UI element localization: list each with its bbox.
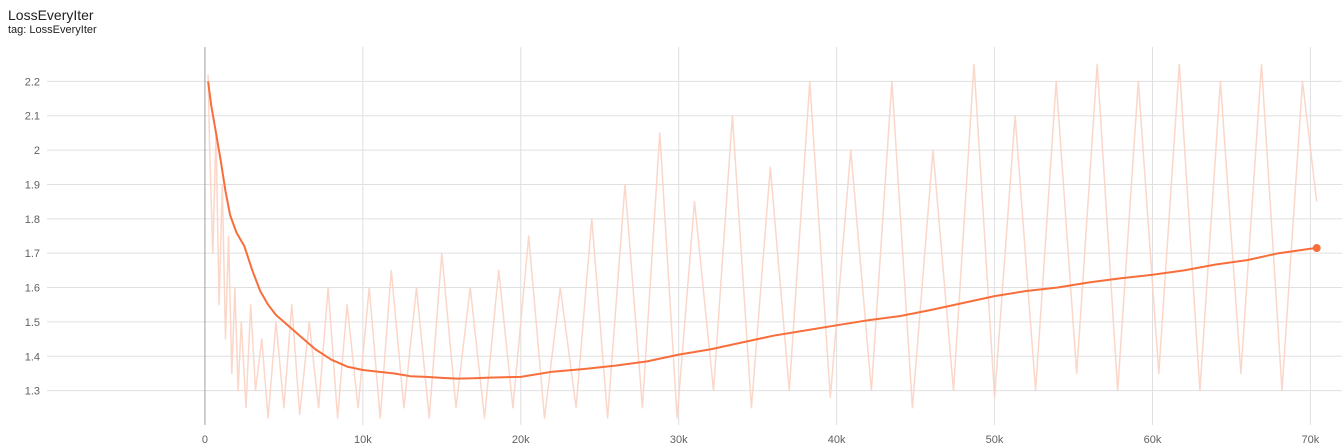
grid-layer xyxy=(47,47,1342,425)
x-tick-label: 50k xyxy=(986,434,1004,446)
x-tick-label: 20k xyxy=(512,434,530,446)
tick-label-layer: 1.3 1.4 1.5 1.6 1.7 1.8 1.9 2 2.1 2.2 0 10k 20k 30k 40… xyxy=(25,76,1320,446)
y-tick-label: 2 xyxy=(34,145,40,157)
y-tick-label: 1.3 xyxy=(25,386,40,398)
y-tick-label: 2.2 xyxy=(25,76,40,88)
y-tick-label: 1.5 xyxy=(25,317,40,329)
x-tick-label: 70k xyxy=(1302,434,1320,446)
y-tick-label: 1.4 xyxy=(25,351,40,363)
y-tick-label: 1.8 xyxy=(25,214,40,226)
x-tick-label: 40k xyxy=(828,434,846,446)
x-tick-label: 30k xyxy=(670,434,688,446)
x-tick-label: 60k xyxy=(1144,434,1162,446)
smoothed-loss-line xyxy=(207,81,1317,380)
last-point-marker[interactable] xyxy=(1312,244,1321,253)
y-tick-label: 1.9 xyxy=(25,179,40,191)
y-tick-label: 1.7 xyxy=(25,248,40,260)
smoothed-series-layer xyxy=(207,81,1321,380)
y-tick-label: 1.6 xyxy=(25,283,40,295)
raw-loss-line xyxy=(207,63,1318,419)
card-tag: tag: LossEveryIter xyxy=(8,24,97,36)
card-title: LossEveryIter xyxy=(8,7,94,23)
x-tick-label: 0 xyxy=(202,434,208,446)
raw-series-layer xyxy=(207,63,1318,419)
y-tick-label: 2.1 xyxy=(25,111,40,123)
x-tick-label: 10k xyxy=(354,434,372,446)
